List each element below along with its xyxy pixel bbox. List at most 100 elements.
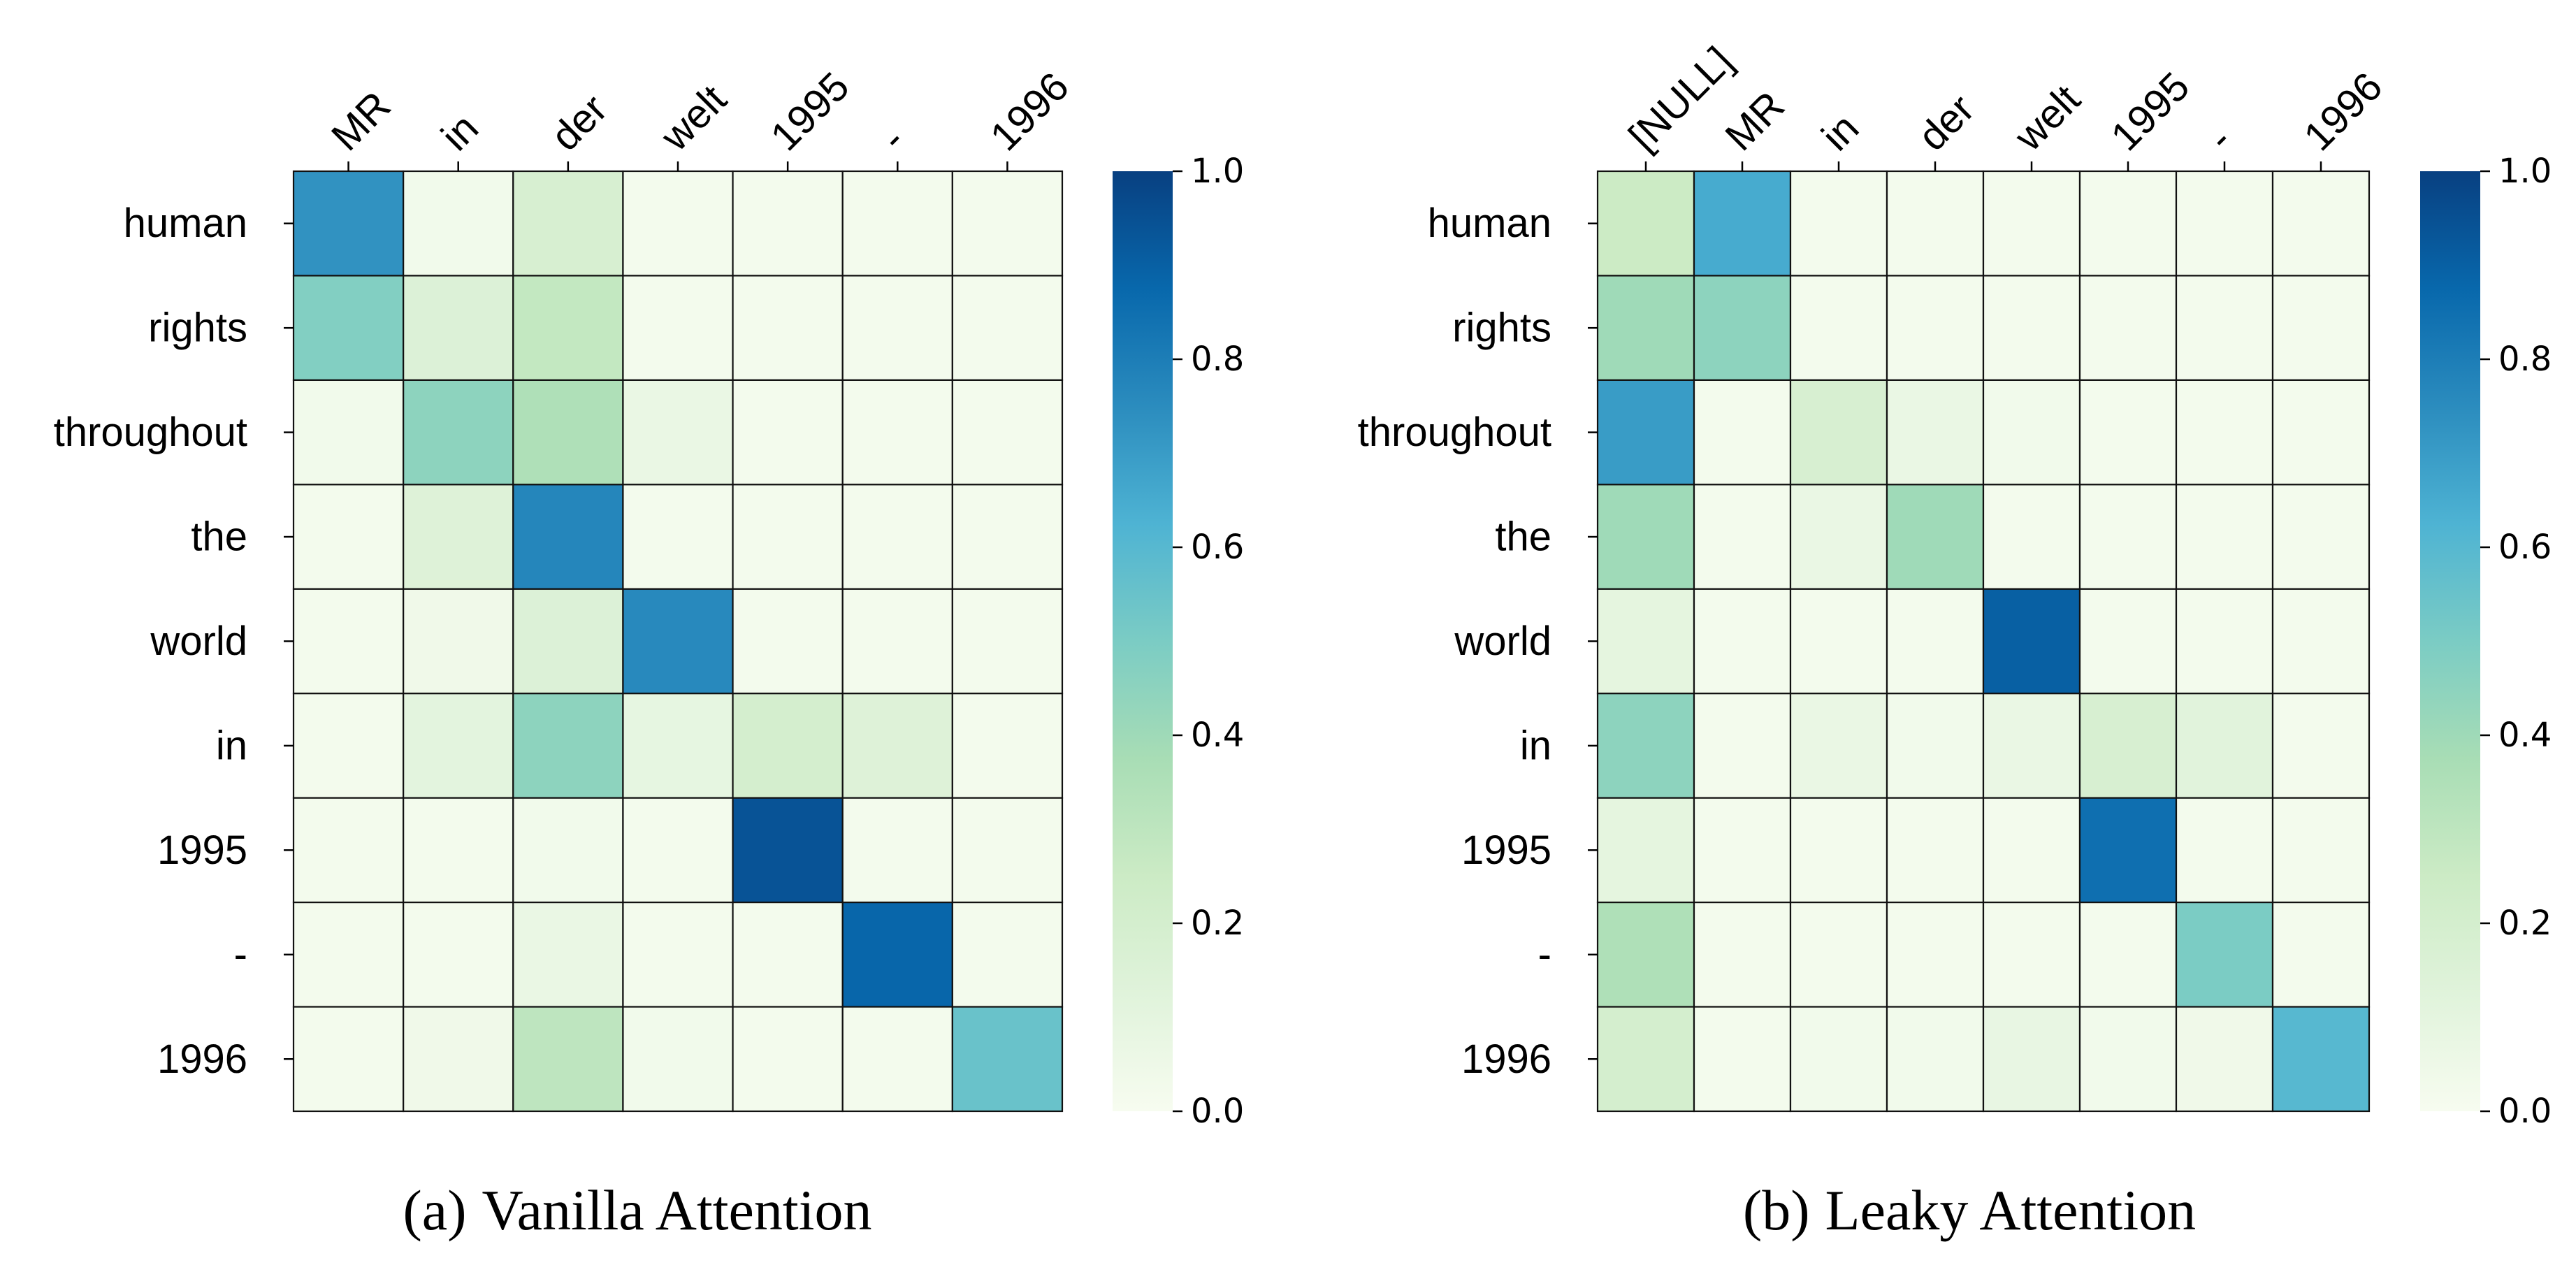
b-cell-r1-c0 (1596, 275, 1695, 381)
b-cell-r7-c0 (1596, 902, 1695, 1008)
b-cell-r5-c7 (2271, 693, 2371, 799)
b-cell-r6-c0 (1596, 797, 1695, 904)
b-cell-r4-c3 (1886, 588, 1985, 695)
b-cell-r2-c6 (2175, 379, 2274, 486)
a-xtick-label-5: - (872, 118, 914, 160)
a-cell-r3-c2 (512, 484, 624, 590)
a-cell-r7-c1 (403, 902, 514, 1008)
a-cell-r5-c3 (622, 693, 734, 799)
b-ytick-label-3: the (1495, 514, 1551, 560)
b-ytick-label-0: human (1428, 201, 1551, 246)
b-cell-r4-c1 (1693, 588, 1792, 695)
a-cell-r2-c6 (951, 379, 1064, 486)
b-ytick-label-7: - (1538, 932, 1551, 977)
b-cell-r5-c1 (1693, 693, 1792, 799)
b-cell-r2-c5 (2078, 379, 2178, 486)
b-xtick-label-6: - (2199, 118, 2241, 160)
a-cell-r0-c2 (512, 170, 624, 277)
a-cbar-tick-label-5: 1.0 (1191, 152, 1244, 191)
b-cell-r0-c5 (2078, 170, 2178, 277)
b-ytick-label-8: 1996 (1461, 1036, 1551, 1082)
b-cell-r8-c4 (1982, 1006, 2081, 1113)
b-cell-r3-c0 (1596, 484, 1695, 590)
a-cell-r5-c0 (292, 693, 405, 799)
caption-a: (a) Vanilla Attention (403, 1178, 872, 1243)
b-cell-r0-c0 (1596, 170, 1695, 277)
b-cell-r5-c5 (2078, 693, 2178, 799)
b-cell-r8-c5 (2078, 1006, 2178, 1113)
a-cell-r2-c5 (841, 379, 953, 486)
b-cell-r1-c4 (1982, 275, 2081, 381)
a-xtick-label-4: 1995 (762, 64, 858, 159)
a-cell-r3-c5 (841, 484, 953, 590)
b-cell-r1-c6 (2175, 275, 2274, 381)
a-cell-r6-c5 (841, 797, 953, 904)
b-xtick-label-3: der (1909, 86, 1983, 159)
b-cell-r6-c2 (1789, 797, 1888, 904)
b-cell-r1-c7 (2271, 275, 2371, 381)
b-cell-r1-c3 (1886, 275, 1985, 381)
a-cell-r5-c2 (512, 693, 624, 799)
a-ytick-label-4: world (150, 619, 247, 664)
b-cell-r6-c5 (2078, 797, 2178, 904)
b-ytick-label-4: world (1454, 619, 1551, 664)
caption-b-text: Leaky Attention (1825, 1178, 2197, 1242)
a-cell-r1-c3 (622, 275, 734, 381)
b-cell-r4-c7 (2271, 588, 2371, 695)
b-cell-r5-c4 (1982, 693, 2081, 799)
a-cell-r2-c3 (622, 379, 734, 486)
b-xtick-label-2: in (1813, 105, 1867, 159)
b-cell-r4-c2 (1789, 588, 1888, 695)
b-cell-r6-c1 (1693, 797, 1792, 904)
a-cell-r1-c5 (841, 275, 953, 381)
a-cbar-tick-label-2: 0.4 (1191, 716, 1244, 755)
b-cell-r4-c4 (1982, 588, 2081, 695)
a-cell-r6-c2 (512, 797, 624, 904)
b-cell-r4-c0 (1596, 588, 1695, 695)
a-cell-r4-c0 (292, 588, 405, 695)
b-cell-r3-c6 (2175, 484, 2274, 590)
a-cell-r7-c6 (951, 902, 1064, 1008)
a-cell-r1-c0 (292, 275, 405, 381)
a-cell-r8-c0 (292, 1006, 405, 1113)
a-cell-r4-c5 (841, 588, 953, 695)
a-cell-r1-c1 (403, 275, 514, 381)
a-cell-r2-c2 (512, 379, 624, 486)
a-cell-r0-c4 (732, 170, 844, 277)
b-cell-r2-c1 (1693, 379, 1792, 486)
caption-a-text: Vanilla Attention (482, 1178, 872, 1242)
b-cell-r2-c3 (1886, 379, 1985, 486)
b-cell-r3-c3 (1886, 484, 1985, 590)
a-cell-r5-c4 (732, 693, 844, 799)
caption-a-tag: (a) (403, 1178, 467, 1242)
b-cbar-tick-label-3: 0.6 (2498, 528, 2552, 567)
b-cell-r2-c2 (1789, 379, 1888, 486)
a-cell-r8-c4 (732, 1006, 844, 1113)
b-ytick-label-6: 1995 (1461, 828, 1551, 873)
b-cell-r5-c2 (1789, 693, 1888, 799)
a-cell-r4-c4 (732, 588, 844, 695)
panel-b-heatmap: [NULL]MR in der welt 1995-1996humanrightsthr… (1358, 38, 2552, 1131)
a-cell-r6-c0 (292, 797, 405, 904)
a-cell-r5-c5 (841, 693, 953, 799)
b-cell-r1-c2 (1789, 275, 1888, 381)
b-cbar-tick-label-0: 0.0 (2498, 1092, 2552, 1131)
a-ytick-label-0: human (124, 201, 247, 246)
a-cell-r4-c3 (622, 588, 734, 695)
b-cell-r6-c7 (2271, 797, 2371, 904)
a-cell-r7-c0 (292, 902, 405, 1008)
a-cell-r3-c4 (732, 484, 844, 590)
a-cell-r1-c4 (732, 275, 844, 381)
b-ytick-label-2: throughout (1358, 410, 1551, 455)
a-ytick-label-7: - (234, 932, 247, 977)
b-cbar-tick-label-1: 0.2 (2498, 904, 2552, 943)
b-cell-r6-c4 (1982, 797, 2081, 904)
b-xtick-label-5: 1995 (2102, 64, 2198, 159)
a-cell-r0-c1 (403, 170, 514, 277)
a-cbar-tick-label-0: 0.0 (1191, 1092, 1244, 1131)
b-cell-r7-c4 (1982, 902, 2081, 1008)
b-colorbar (2420, 171, 2480, 1111)
b-cell-r8-c0 (1596, 1006, 1695, 1113)
b-cell-r8-c7 (2271, 1006, 2371, 1113)
caption-b-tag: (b) (1742, 1178, 1810, 1242)
